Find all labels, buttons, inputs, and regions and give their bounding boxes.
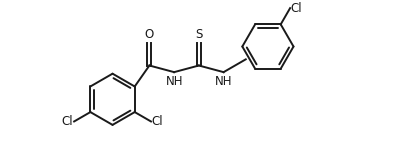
Text: Cl: Cl xyxy=(290,2,302,15)
Text: Cl: Cl xyxy=(151,115,163,128)
Text: O: O xyxy=(145,28,153,41)
Text: Cl: Cl xyxy=(62,115,73,128)
Text: NH: NH xyxy=(214,75,232,88)
Text: S: S xyxy=(195,28,202,41)
Text: NH: NH xyxy=(165,75,182,88)
